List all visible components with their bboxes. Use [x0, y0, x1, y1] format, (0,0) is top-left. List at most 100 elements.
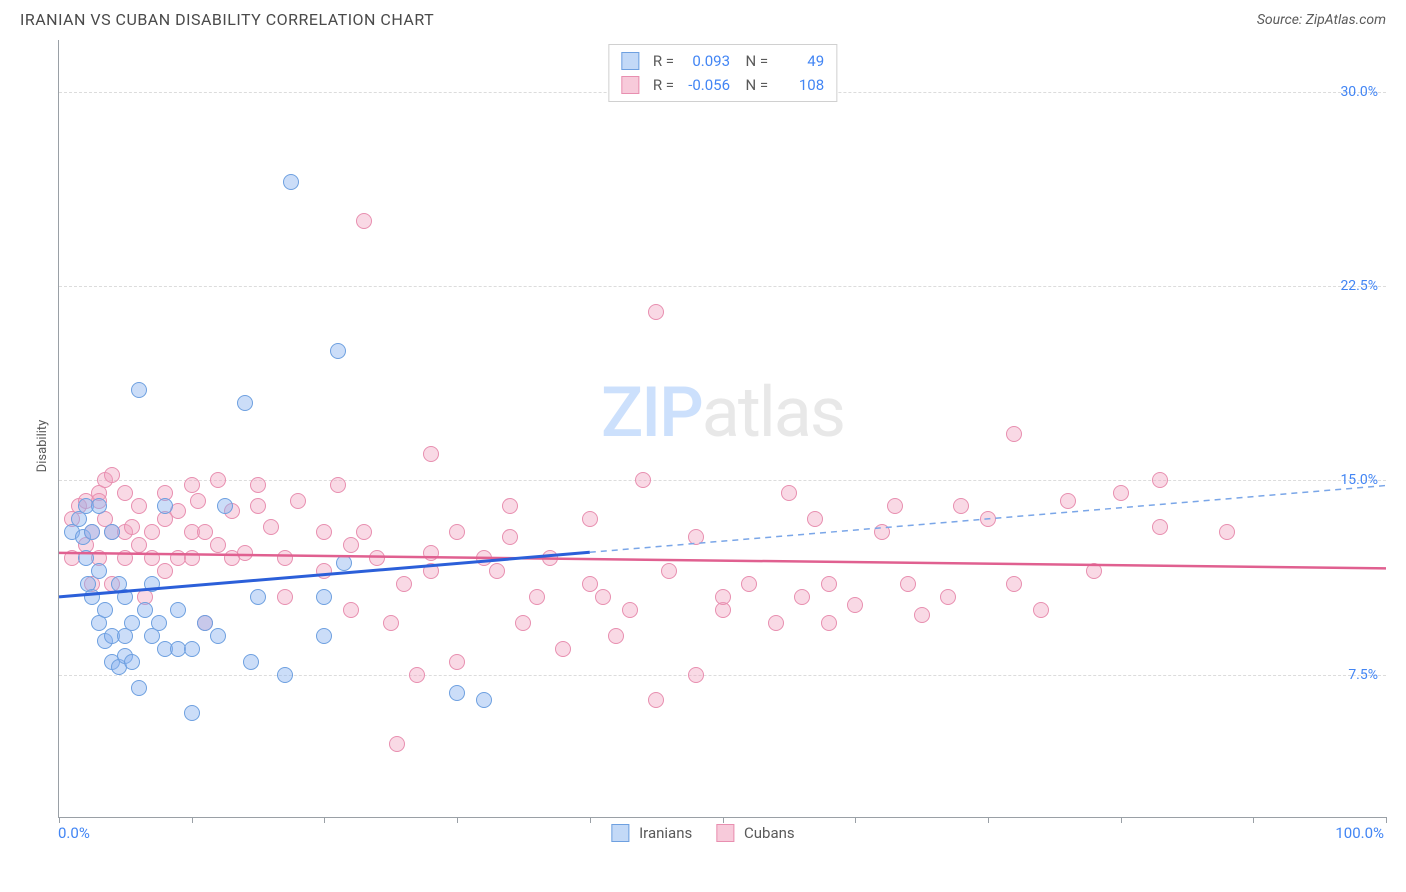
- cubans-point: [124, 519, 140, 535]
- x-tick: [855, 817, 856, 823]
- cubans-n-value: 108: [776, 73, 824, 97]
- iranians-point: [283, 174, 299, 190]
- iranians-point: [78, 550, 94, 566]
- iranians-legend-swatch-icon: [611, 824, 629, 842]
- cubans-point: [847, 597, 863, 613]
- cubans-point: [953, 498, 969, 514]
- x-tick: [1386, 817, 1387, 823]
- cubans-point: [369, 550, 385, 566]
- x-tick: [192, 817, 193, 823]
- cubans-point: [316, 563, 332, 579]
- cubans-point: [263, 519, 279, 535]
- cubans-legend-swatch-icon: [716, 824, 734, 842]
- iranians-legend-label: Iranians: [639, 824, 692, 842]
- x-max-label: 100.0%: [1335, 824, 1384, 842]
- cubans-swatch-icon: [621, 76, 639, 94]
- cubans-point: [1086, 563, 1102, 579]
- cubans-point: [117, 550, 133, 566]
- x-tick: [1253, 817, 1254, 823]
- iranians-point: [316, 628, 332, 644]
- cubans-point: [423, 563, 439, 579]
- grid-line: [59, 286, 1386, 287]
- grid-line: [59, 675, 1386, 676]
- cubans-point: [356, 213, 372, 229]
- iranians-point: [217, 498, 233, 514]
- cubans-point: [688, 529, 704, 545]
- cubans-point: [157, 563, 173, 579]
- iranians-point: [237, 395, 253, 411]
- cubans-point: [582, 576, 598, 592]
- cubans-point: [980, 511, 996, 527]
- iranians-point: [131, 680, 147, 696]
- cubans-point: [423, 545, 439, 561]
- cubans-point: [356, 524, 372, 540]
- iranians-swatch-icon: [621, 52, 639, 70]
- watermark: ZIPatlas: [601, 372, 844, 454]
- cubans-point: [396, 576, 412, 592]
- iranians-point: [124, 654, 140, 670]
- trend-lines: [59, 40, 1386, 817]
- cubans-point: [794, 589, 810, 605]
- x-tick: [59, 817, 60, 823]
- iranians-point: [277, 667, 293, 683]
- cubans-point: [1006, 576, 1022, 592]
- x-tick: [590, 817, 591, 823]
- chart-container: Disability ZIPatlas R = 0.093 N = 49 R =…: [20, 40, 1386, 852]
- iranians-point: [170, 602, 186, 618]
- iranians-point: [250, 589, 266, 605]
- cubans-point: [661, 563, 677, 579]
- cubans-point: [502, 529, 518, 545]
- cubans-point: [914, 607, 930, 623]
- cubans-point: [741, 576, 757, 592]
- cubans-point: [807, 511, 823, 527]
- cubans-point: [144, 524, 160, 540]
- cubans-point: [715, 589, 731, 605]
- cubans-point: [449, 654, 465, 670]
- chart-title: IRANIAN VS CUBAN DISABILITY CORRELATION …: [20, 10, 434, 29]
- cubans-point: [1033, 602, 1049, 618]
- cubans-point: [542, 550, 558, 566]
- cubans-point: [144, 550, 160, 566]
- iranians-point: [84, 589, 100, 605]
- cubans-point: [555, 641, 571, 657]
- iranians-point: [316, 589, 332, 605]
- cubans-point: [409, 667, 425, 683]
- cubans-point: [1152, 472, 1168, 488]
- cubans-point: [1152, 519, 1168, 535]
- cubans-point: [277, 589, 293, 605]
- correlation-legend: R = 0.093 N = 49 R = -0.056 N = 108: [608, 44, 837, 102]
- y-tick-label: 30.0%: [1340, 84, 1378, 100]
- cubans-point: [389, 736, 405, 752]
- cubans-point: [184, 550, 200, 566]
- cubans-point: [383, 615, 399, 631]
- x-tick: [324, 817, 325, 823]
- cubans-point: [277, 550, 293, 566]
- y-tick-label: 7.5%: [1348, 667, 1378, 683]
- cubans-r-value: -0.056: [682, 73, 730, 97]
- cubans-point: [900, 576, 916, 592]
- cubans-point: [502, 498, 518, 514]
- iranians-n-value: 49: [776, 49, 824, 73]
- series-legend: Iranians Cubans: [611, 824, 794, 842]
- source-label: Source: ZipAtlas.com: [1257, 12, 1386, 28]
- cubans-point: [515, 615, 531, 631]
- cubans-point: [688, 667, 704, 683]
- cubans-point: [648, 304, 664, 320]
- cubans-point: [887, 498, 903, 514]
- iranians-point: [184, 641, 200, 657]
- cubans-point: [250, 498, 266, 514]
- cubans-point: [423, 446, 439, 462]
- cubans-point: [190, 493, 206, 509]
- cubans-point: [635, 472, 651, 488]
- iranians-point: [97, 602, 113, 618]
- iranians-point: [84, 524, 100, 540]
- cubans-point: [316, 524, 332, 540]
- x-tick: [723, 817, 724, 823]
- plot-area: ZIPatlas R = 0.093 N = 49 R = -0.056 N =…: [58, 40, 1386, 818]
- iranians-point: [476, 692, 492, 708]
- cubans-point: [648, 692, 664, 708]
- iranians-point: [104, 524, 120, 540]
- x-tick: [988, 817, 989, 823]
- cubans-point: [1060, 493, 1076, 509]
- iranians-point: [197, 615, 213, 631]
